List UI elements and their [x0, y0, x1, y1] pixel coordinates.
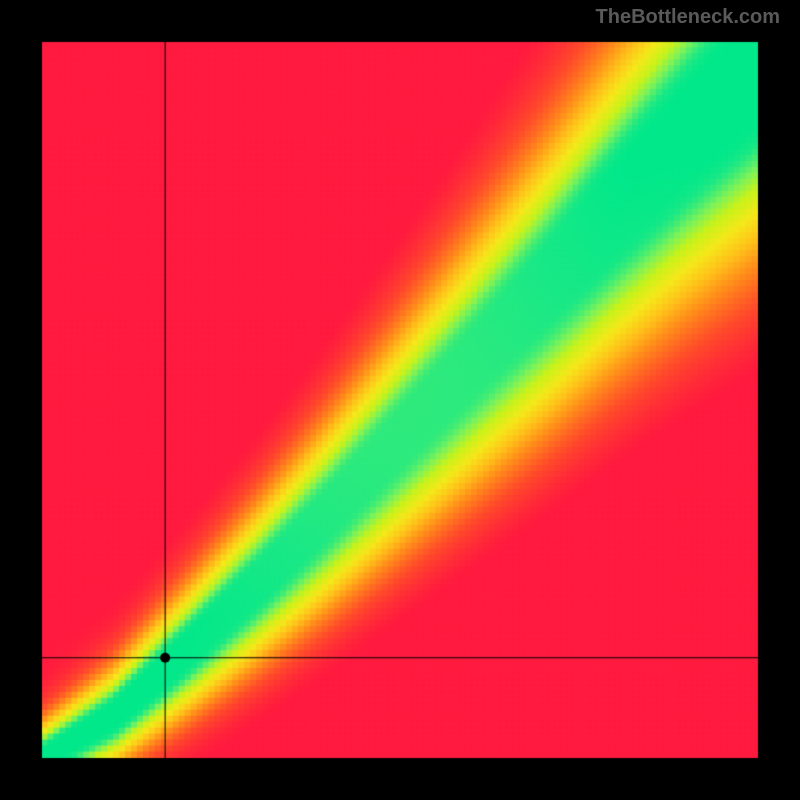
heatmap-canvas: [0, 0, 800, 800]
chart-container: TheBottleneck.com: [0, 0, 800, 800]
attribution-text: TheBottleneck.com: [596, 6, 780, 29]
